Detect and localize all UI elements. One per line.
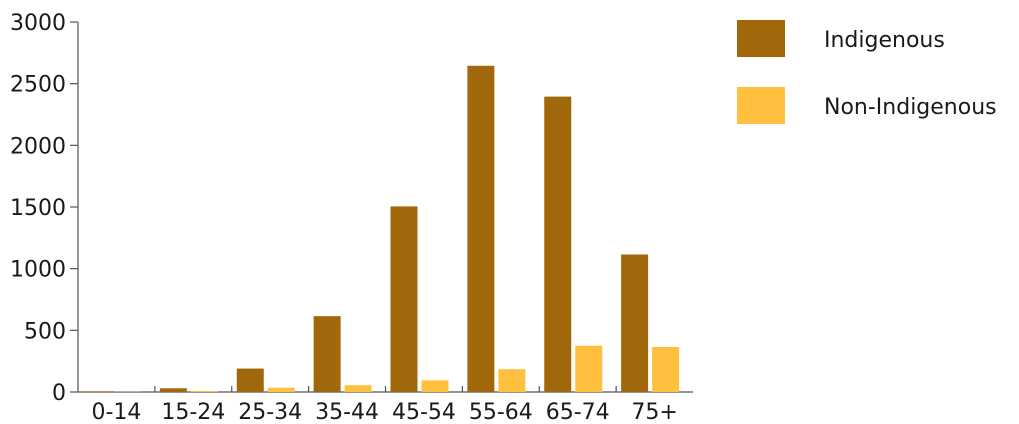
x-tick-label: 15-24 [161,400,225,424]
legend-label-non-indigenous: Non-Indigenous [824,95,997,120]
bar-indigenous-0-14 [83,391,110,392]
bar-non-indigenous-65-74 [575,345,603,392]
y-tick-label: 2000 [10,134,66,159]
bar-indigenous-55-64 [467,65,495,393]
bar-non-indigenous-45-54 [421,380,449,392]
y-tick-label: 3000 [10,11,66,36]
y-axis: 0 500 1000 1500 2000 2500 3000 [10,11,79,406]
y-tick-label: 1500 [10,196,66,221]
bar-non-indigenous-55-64 [498,369,526,392]
bar-indigenous-75- [621,254,649,392]
bar-indigenous-35-44 [313,316,341,392]
bar-indigenous-45-54 [390,206,418,392]
y-tick-label: 0 [52,381,66,406]
bar-indigenous-15-24 [159,388,187,392]
x-tick-label: 65-74 [546,400,610,424]
bar-non-indigenous-75- [652,346,680,392]
y-tick-label: 1000 [10,258,66,283]
bar-non-indigenous-35-44 [344,385,372,392]
x-tick-label: 75+ [631,400,677,424]
y-tick-label: 500 [24,319,66,344]
x-tick-label: 25-34 [238,400,302,424]
x-tick-label: 0-14 [91,400,141,424]
bar-non-indigenous-15-24 [190,391,218,392]
bar-indigenous-65-74 [544,96,572,392]
x-tick-label: 45-54 [392,400,456,424]
bar-indigenous-25-34 [236,368,264,392]
bars [83,65,680,393]
x-tick-label: 55-64 [469,400,533,424]
legend: Indigenous Non-Indigenous [737,20,997,124]
x-tick-label: 35-44 [315,400,379,424]
x-axis: 0-14 15-24 25-34 35-44 45-54 55-64 65-74 75+ [78,386,693,424]
legend-swatch-non-indigenous [737,87,785,124]
legend-label-indigenous: Indigenous [824,28,945,53]
bar-non-indigenous-25-34 [267,387,295,392]
legend-swatch-indigenous [737,20,785,57]
y-tick-label: 2500 [10,73,66,98]
